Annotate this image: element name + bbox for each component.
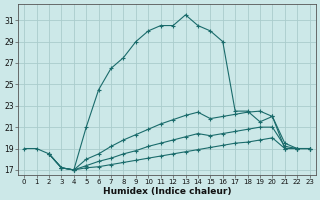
X-axis label: Humidex (Indice chaleur): Humidex (Indice chaleur)	[103, 187, 231, 196]
